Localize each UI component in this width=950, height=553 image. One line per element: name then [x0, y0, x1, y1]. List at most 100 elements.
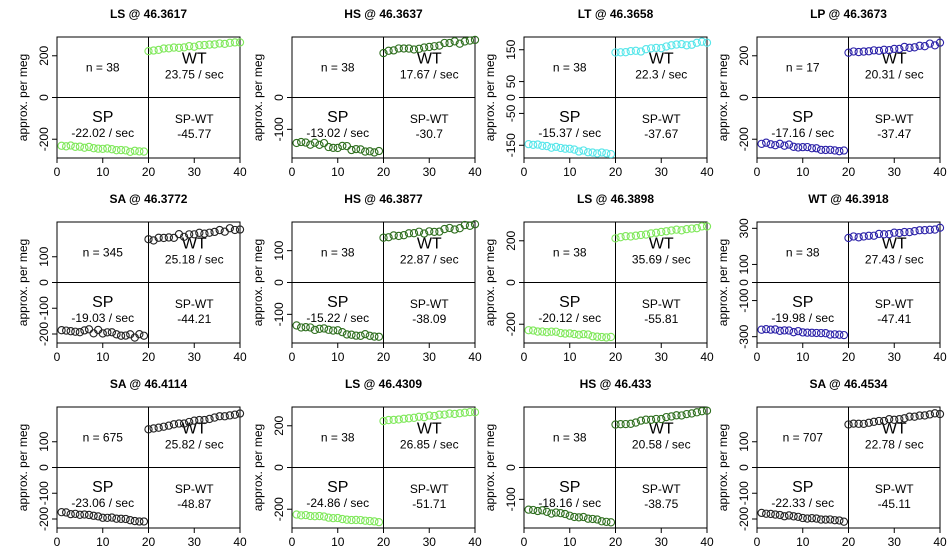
wt-point	[697, 222, 707, 231]
x-tick-label: 10	[331, 350, 345, 364]
sp-point	[103, 144, 112, 153]
wt-point	[636, 416, 646, 425]
x-tick-label: 0	[754, 165, 761, 179]
sp-point	[107, 145, 117, 154]
wt-rate: 25.82 / sec	[165, 437, 224, 451]
sp-point	[62, 508, 71, 517]
wt-point	[220, 227, 229, 236]
wt-point	[379, 48, 388, 58]
wt-point	[149, 46, 158, 55]
sp-point	[602, 517, 611, 526]
chart-panel: HS @ 46.433 0 10 20 30 40 -100 0 approx. per meg…	[467, 370, 714, 553]
sp-point	[593, 332, 602, 341]
chart-title: LT @ 46.3658	[578, 7, 654, 21]
sp-point	[574, 147, 584, 156]
sp-point	[551, 508, 561, 517]
y-tick-label: 0	[504, 464, 518, 471]
sp-point	[542, 507, 552, 516]
wt-point	[626, 419, 635, 428]
x-tick-label: 10	[331, 165, 345, 179]
wt-point	[220, 39, 229, 49]
x-tick-label: 30	[655, 535, 669, 549]
chart-title: SA @ 46.3772	[110, 192, 188, 206]
wt-point	[409, 45, 419, 54]
x-tick-label: 20	[377, 350, 391, 364]
x-tick-label: 40	[468, 350, 482, 364]
x-tick-label: 40	[233, 535, 247, 549]
sp-point	[361, 516, 370, 525]
wt-point	[844, 233, 853, 243]
sp-point	[780, 512, 789, 521]
sp-point	[826, 515, 835, 524]
x-tick-label: 30	[423, 535, 437, 549]
sp-point	[602, 333, 611, 342]
sp-point	[766, 509, 775, 519]
sp-point	[107, 513, 117, 522]
y-tick-label: -200	[737, 507, 751, 531]
wt-point	[159, 44, 168, 53]
sp-point	[329, 143, 338, 153]
sp-point	[542, 328, 552, 337]
chart-title: HS @ 46.433	[580, 377, 652, 391]
x-tick-label: 10	[796, 165, 810, 179]
sp-point	[816, 515, 826, 524]
wt-point	[905, 412, 914, 421]
sp-point	[66, 509, 75, 519]
wt-point	[859, 419, 868, 429]
x-tick-label: 20	[142, 350, 156, 364]
wt-point	[430, 411, 439, 421]
sp-point	[297, 137, 306, 147]
sp-point	[126, 147, 135, 157]
y-axis-label: approx. per meg	[16, 239, 30, 326]
wt-point	[641, 415, 651, 424]
y-tick-label: 0	[272, 94, 286, 101]
wt-point	[230, 410, 240, 419]
wt-point	[890, 44, 899, 54]
x-tick-label: 20	[609, 535, 623, 549]
sp-point	[574, 330, 584, 339]
wt-point	[621, 419, 630, 429]
x-tick-label: 10	[563, 165, 577, 179]
wt-point	[389, 46, 398, 55]
sp-label: SP	[92, 109, 113, 126]
wt-point	[652, 414, 661, 424]
x-tick-label: 0	[521, 165, 528, 179]
sp-point	[301, 138, 310, 147]
sp-point	[835, 147, 844, 156]
sp-point	[342, 141, 352, 151]
wt-point	[900, 414, 909, 423]
sp-point	[561, 509, 570, 519]
sp-point	[780, 326, 789, 335]
sp-point	[775, 326, 785, 335]
y-tick-label: 100	[272, 240, 286, 260]
sp-wt-label: SP-WT	[410, 297, 449, 311]
sp-wt-label: SP-WT	[410, 482, 449, 496]
sp-point	[807, 514, 817, 523]
sp-point	[329, 326, 338, 335]
x-tick-label: 20	[377, 535, 391, 549]
sp-wt-label: SP-WT	[875, 482, 914, 496]
sp-point	[821, 515, 830, 524]
sp-point	[292, 138, 301, 148]
wt-point	[641, 230, 651, 239]
wt-rate: 26.85 / sec	[400, 437, 459, 451]
chart-svg: HS @ 46.3637 0 10 20 30 40 -100 0 approx. per me…	[251, 7, 482, 179]
sp-point	[766, 140, 775, 149]
sp-point	[351, 331, 361, 340]
wt-point	[445, 409, 454, 418]
wt-point	[905, 43, 914, 52]
sp-rate: -19.98 / sec	[771, 311, 834, 325]
sp-point	[66, 327, 75, 336]
y-axis-label: approx. per meg	[716, 239, 730, 326]
sp-point	[784, 326, 794, 335]
wt-point	[185, 417, 194, 427]
wt-label: WT	[649, 420, 674, 437]
wt-point	[677, 411, 686, 420]
chart-panel: LS @ 46.3898 0 10 20 30 40 -200 0 200 approx. per…	[467, 185, 714, 368]
wt-point	[682, 225, 691, 234]
y-tick-label: 0	[737, 464, 751, 471]
y-tick-label: 100	[37, 431, 51, 451]
sp-point	[533, 327, 542, 336]
wt-point	[697, 37, 707, 46]
